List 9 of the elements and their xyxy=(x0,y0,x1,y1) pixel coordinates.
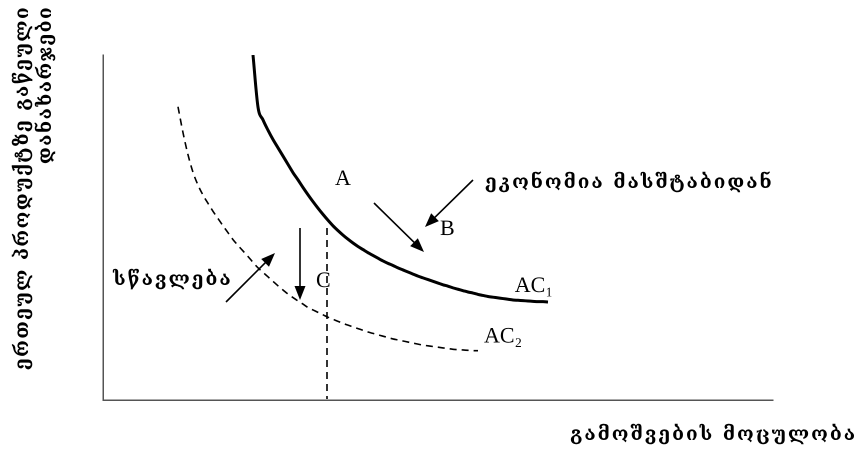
annotation: სწავლება xyxy=(113,268,233,291)
annotation: B xyxy=(440,215,455,240)
annotation: A xyxy=(335,165,351,190)
series-label: AC₁ xyxy=(514,272,553,298)
annotation: C xyxy=(316,267,331,292)
series-label: AC₂ xyxy=(484,322,522,348)
x-axis-title: გამოშვების მოცულობა xyxy=(570,423,857,446)
annotation: ეკონომია მასშტაბიდან xyxy=(485,171,774,194)
y-axis-title: ერთეულ პროდუქტზე გაწეული დანახარჯები xyxy=(11,6,57,372)
